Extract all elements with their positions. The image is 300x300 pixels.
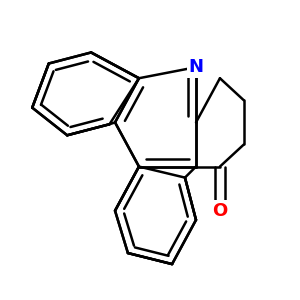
Text: O: O xyxy=(212,202,228,220)
Text: N: N xyxy=(188,58,203,76)
